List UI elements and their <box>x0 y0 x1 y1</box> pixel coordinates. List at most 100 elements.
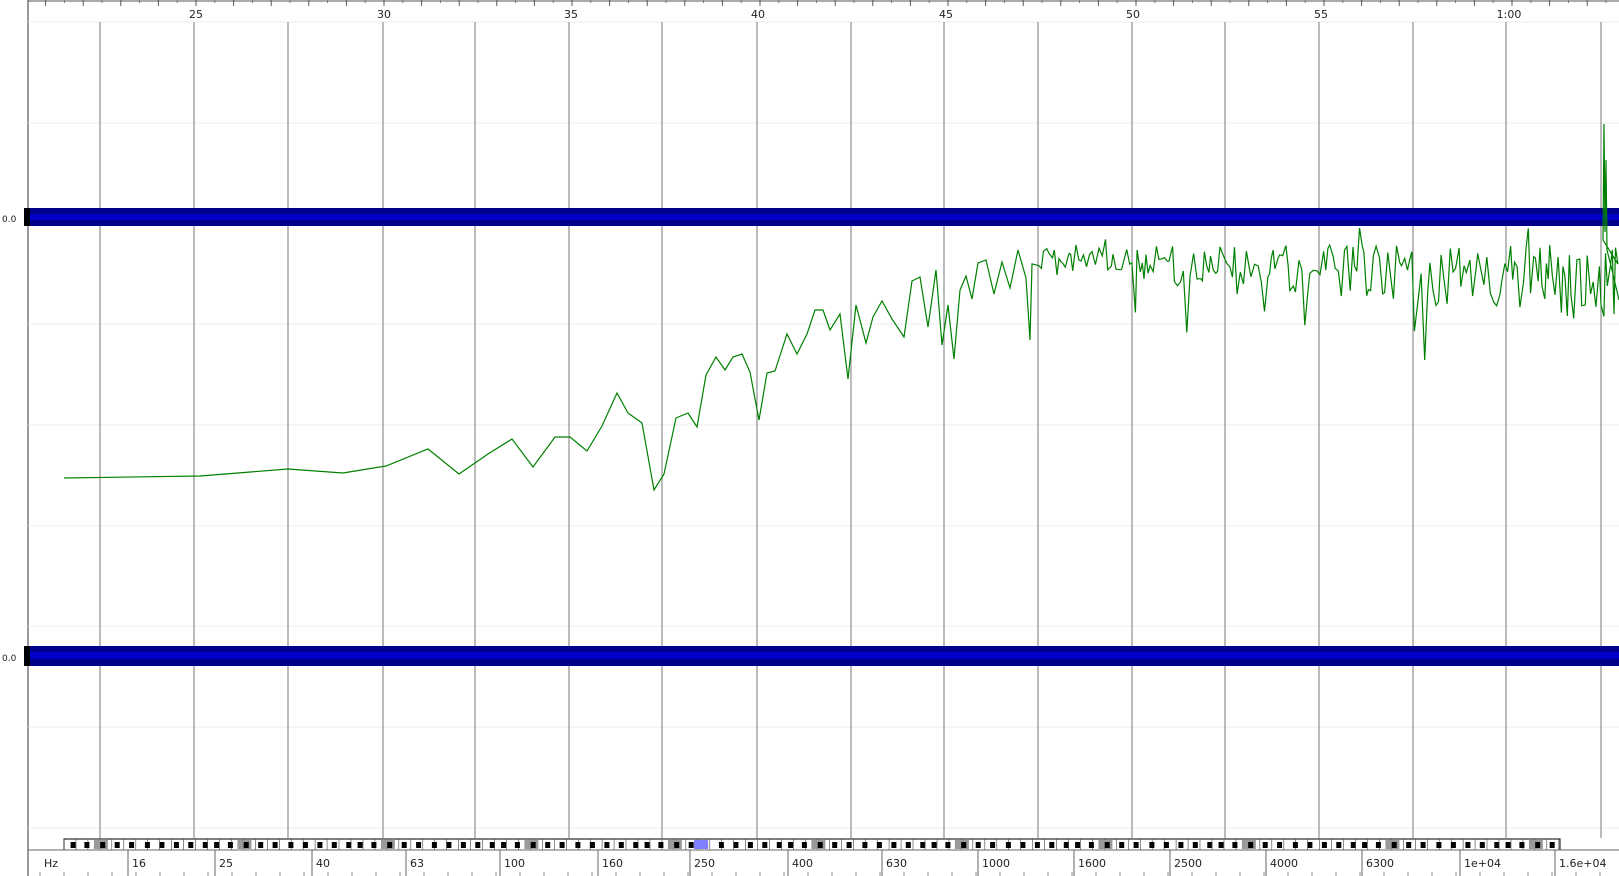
piano-black-key <box>1406 842 1412 848</box>
time-ruler-label: 40 <box>751 8 765 21</box>
waveform-core <box>28 652 1619 659</box>
piano-black-key <box>920 842 926 848</box>
time-ruler[interactable]: 25 30 35 40 45 50 55 1:00 <box>28 0 1619 21</box>
piano-black-key <box>1350 842 1356 848</box>
frequency-label: 1.6e+04 <box>1559 857 1606 870</box>
piano-black-key <box>530 842 536 848</box>
time-ruler-label: 55 <box>1314 8 1328 21</box>
piano-black-key <box>1277 842 1283 848</box>
piano-black-key <box>1465 842 1471 848</box>
time-ruler-label: 35 <box>564 8 578 21</box>
frequency-label: 400 <box>792 857 813 870</box>
piano-black-key <box>1307 842 1313 848</box>
piano-black-key <box>431 842 437 848</box>
piano-black-key <box>129 842 135 848</box>
time-ruler-label: 30 <box>377 8 391 21</box>
piano-black-key <box>258 842 264 848</box>
piano-black-key <box>489 842 495 848</box>
frequency-label: 2500 <box>1174 857 1202 870</box>
waveform-track-lower[interactable]: 0.0 <box>2 646 1619 666</box>
piano-black-key <box>945 842 951 848</box>
piano-black-key <box>1133 842 1139 848</box>
piano-black-key <box>302 842 308 848</box>
frequency-label: 4000 <box>1270 857 1298 870</box>
frequency-label: 160 <box>602 857 623 870</box>
piano-black-key <box>931 842 937 848</box>
track-level-label: 0.0 <box>2 654 17 664</box>
piano-black-key <box>545 842 551 848</box>
piano-black-key <box>1088 842 1094 848</box>
piano-black-key <box>747 842 753 848</box>
piano-black-key <box>733 842 739 848</box>
piano-black-key <box>202 842 208 848</box>
piano-black-key <box>718 842 724 848</box>
piano-black-key <box>346 842 352 848</box>
piano-black-key <box>1020 842 1026 848</box>
piano-black-key <box>357 842 363 848</box>
piano-black-key <box>1207 842 1213 848</box>
piano-black-key <box>1292 842 1298 848</box>
piano-black-key <box>1436 842 1442 848</box>
piano-black-key <box>214 842 220 848</box>
piano-black-key <box>575 842 581 848</box>
piano-black-key <box>1248 842 1254 848</box>
piano-black-key <box>173 842 179 848</box>
piano-black-key <box>475 842 481 848</box>
vertical-gridlines <box>99 22 1602 838</box>
piano-black-key <box>416 842 422 848</box>
piano-black-key <box>1192 842 1198 848</box>
piano-highlighted-key <box>694 840 708 849</box>
track-marker <box>24 646 30 666</box>
piano-black-key <box>589 842 595 848</box>
time-ruler-label: 25 <box>189 8 203 21</box>
frequency-label: 250 <box>694 857 715 870</box>
piano-black-key <box>658 842 664 848</box>
piano-black-key <box>331 842 337 848</box>
piano-black-key <box>618 842 624 848</box>
piano-black-key <box>401 842 407 848</box>
piano-black-key <box>1049 842 1055 848</box>
piano-black-key <box>801 842 807 848</box>
piano-black-key <box>1362 842 1368 848</box>
piano-black-key <box>633 842 639 848</box>
piano-black-key <box>1450 842 1456 848</box>
time-ruler-label: 50 <box>1126 8 1140 21</box>
piano-black-key <box>644 842 650 848</box>
piano-black-key <box>817 842 823 848</box>
track-marker <box>24 208 30 226</box>
frequency-label: 16 <box>132 857 146 870</box>
piano-black-key <box>371 842 377 848</box>
piano-black-key <box>788 842 794 848</box>
piano-black-key <box>1375 842 1381 848</box>
piano-black-key <box>891 842 897 848</box>
piano-black-key <box>1321 842 1327 848</box>
piano-black-key <box>1034 842 1040 848</box>
piano-black-key <box>272 842 278 848</box>
piano-black-key <box>1505 842 1511 848</box>
piano-black-key <box>688 842 694 848</box>
piano-black-key <box>1149 842 1155 848</box>
piano-black-key <box>1262 842 1268 848</box>
frequency-axis: Hz 16 25 40 63 100 160 250 400 630 1000 1600 2500 40… <box>28 849 1619 876</box>
piano-black-key <box>514 842 520 848</box>
piano-black-key <box>1178 842 1184 848</box>
piano-black-key <box>100 842 106 848</box>
frequency-label: 25 <box>219 857 233 870</box>
piano-black-key <box>762 842 768 848</box>
piano-black-key <box>1535 842 1541 848</box>
frequency-label: 40 <box>316 857 330 870</box>
piano-black-key <box>1494 842 1500 848</box>
piano-black-key <box>1391 842 1397 848</box>
piano-black-key <box>832 842 838 848</box>
piano-black-key <box>288 842 294 848</box>
piano-keyboard[interactable] <box>63 838 1561 851</box>
frequency-label: 6300 <box>1366 857 1394 870</box>
piano-black-key <box>446 842 452 848</box>
time-ruler-label: 1:00 <box>1497 8 1522 21</box>
piano-black-key <box>905 842 911 848</box>
waveform-track-upper[interactable]: 0.0 <box>2 208 1619 226</box>
piano-black-key <box>114 842 120 848</box>
frequency-label: 63 <box>410 857 424 870</box>
